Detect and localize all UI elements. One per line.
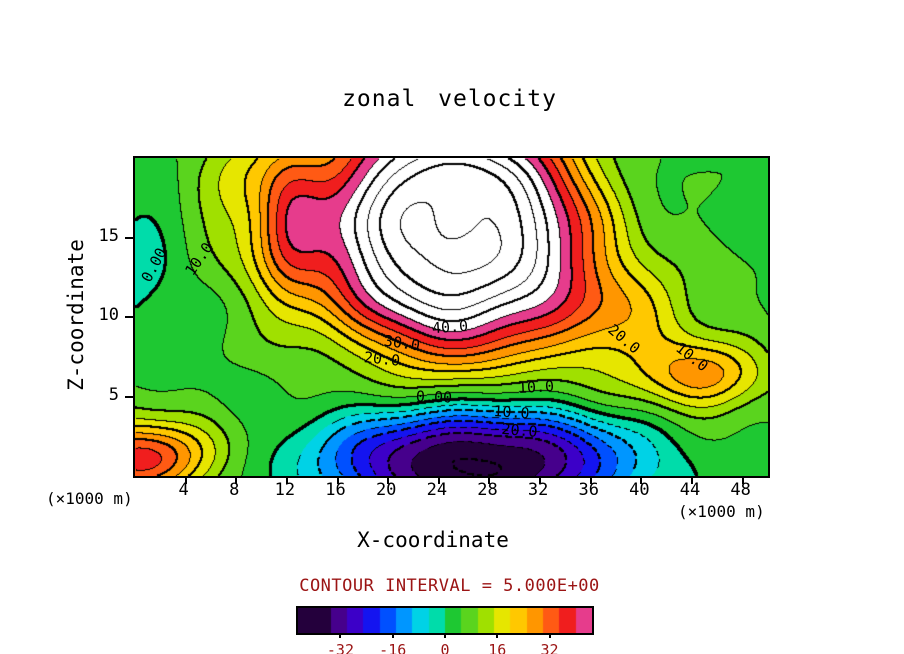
y-axis-label: Z-coordinate xyxy=(64,239,88,391)
x-tick-label: 44 xyxy=(679,480,701,500)
x-tick-label: 48 xyxy=(730,480,751,500)
colorbar-tick-label: 0 xyxy=(440,641,450,654)
plot-area: 0.00 10.0 40.0 30.0 20.0 0.00 10.0 -10.0 -20.0 20… xyxy=(125,156,770,484)
x-tick-label: 36 xyxy=(578,480,599,500)
contour-label: 0.00 xyxy=(415,387,453,407)
contour-label: 20.0 xyxy=(362,348,401,370)
colorbar-tick xyxy=(339,633,342,638)
x-axis-tick xyxy=(488,476,491,484)
x-axis-tick xyxy=(539,476,542,484)
x-tick-label: 4 xyxy=(178,480,189,500)
contour-interval-label: CONTOUR INTERVAL = 5.000E+00 xyxy=(299,576,600,596)
chart-title: zonal velocity xyxy=(342,86,557,112)
colorbar-canvas xyxy=(298,608,592,633)
contour-label: -20.0 xyxy=(491,418,539,441)
x-tick-label: 16 xyxy=(325,480,346,500)
x-tick-label: 8 xyxy=(229,480,240,500)
colorbar-tick-label: -32 xyxy=(326,641,354,654)
colorbar-tick-label: -16 xyxy=(379,641,407,654)
x-axis-tick xyxy=(184,476,187,484)
x-tick-label: 32 xyxy=(527,480,549,500)
x-axis-tick xyxy=(285,476,288,484)
x-tick-label: 28 xyxy=(477,480,498,500)
y-tick-label: 10 xyxy=(98,305,119,325)
colorbar-tick xyxy=(548,633,551,638)
contour-canvas xyxy=(135,158,768,476)
x-unit-left: (×1000 m) xyxy=(46,489,133,508)
x-unit-right: (×1000 m) xyxy=(678,502,765,521)
y-axis-tick xyxy=(125,395,133,398)
x-axis-tick xyxy=(235,476,238,484)
x-axis-tick xyxy=(437,476,440,484)
colorbar-tick-label: 32 xyxy=(540,641,559,654)
x-tick-label: 24 xyxy=(426,480,448,500)
x-tick-label: 12 xyxy=(274,480,296,500)
x-axis-tick xyxy=(640,476,643,484)
colorbar: -32 -16 0 16 32 xyxy=(296,606,594,654)
x-tick-label: 20 xyxy=(375,480,397,500)
x-axis-tick xyxy=(336,476,339,484)
x-axis-tick xyxy=(387,476,390,484)
colorbar-tick-label: 16 xyxy=(488,641,507,654)
x-axis-tick xyxy=(691,476,694,484)
y-tick-label: 15 xyxy=(98,225,119,246)
colorbar-tick xyxy=(391,633,394,638)
x-tick-label: 40 xyxy=(629,480,650,500)
y-axis-tick xyxy=(125,316,133,318)
colorbar-tick xyxy=(496,633,499,638)
y-axis-tick xyxy=(125,236,133,239)
x-axis-label: X-coordinate xyxy=(357,528,509,552)
x-axis-tick xyxy=(589,476,592,484)
x-axis-tick xyxy=(741,476,744,484)
y-tick-label: 5 xyxy=(108,384,119,405)
contour-label: 40.0 xyxy=(431,316,469,337)
contour-label: 10.0 xyxy=(517,377,555,397)
colorbar-tick xyxy=(444,633,446,638)
